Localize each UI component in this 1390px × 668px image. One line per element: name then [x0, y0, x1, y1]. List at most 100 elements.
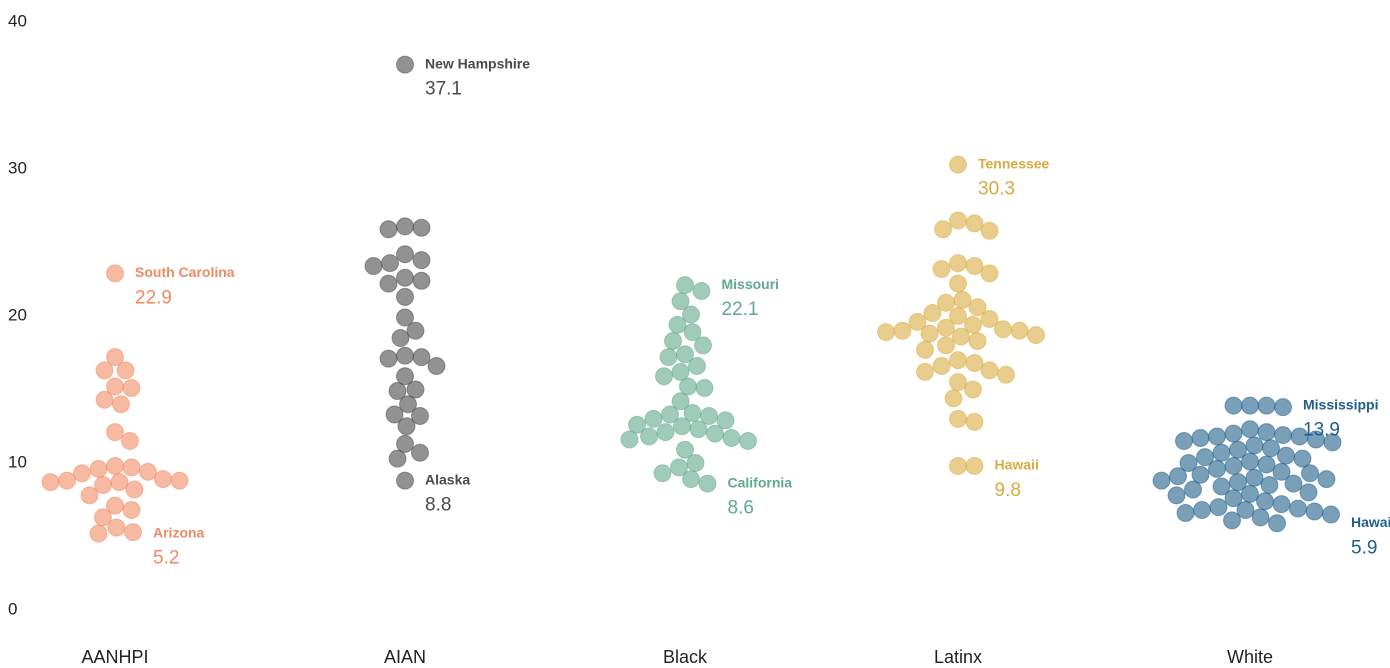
- dot: [1224, 396, 1243, 415]
- dot: [980, 264, 999, 283]
- dot: [396, 308, 414, 327]
- dot: [671, 362, 690, 381]
- dot: [949, 373, 967, 392]
- dot: [916, 340, 934, 359]
- dot: [1241, 420, 1259, 439]
- dot: [397, 417, 416, 436]
- dot: [396, 471, 414, 490]
- dot: [952, 327, 970, 346]
- dot: [739, 431, 757, 450]
- dot: [659, 348, 678, 367]
- category-label: AIAN: [384, 647, 426, 667]
- y-tick-label: 10: [8, 452, 27, 471]
- dot: [412, 251, 431, 270]
- dot: [686, 454, 705, 472]
- dot: [412, 218, 431, 237]
- y-tick-label: 0: [8, 599, 17, 618]
- dot: [706, 424, 724, 443]
- dot: [396, 287, 414, 306]
- dot: [1262, 439, 1280, 458]
- dot: [95, 361, 114, 380]
- dot: [379, 349, 398, 368]
- dot: [122, 458, 141, 477]
- y-tick-label: 40: [8, 11, 27, 30]
- dot: [700, 406, 718, 425]
- dot: [949, 456, 967, 475]
- dot: [107, 518, 126, 537]
- dot: [396, 268, 414, 287]
- dot: [994, 320, 1012, 339]
- dot: [682, 470, 700, 489]
- dot: [89, 459, 108, 478]
- dot: [676, 276, 694, 295]
- dot: [949, 409, 967, 428]
- annotation-value: 22.1: [722, 299, 759, 320]
- annotation-name: Tennessee: [978, 155, 1050, 171]
- dot: [1277, 446, 1295, 465]
- dot: [689, 420, 708, 439]
- dot: [1274, 426, 1292, 445]
- dot: [1167, 486, 1186, 505]
- dot: [80, 486, 99, 505]
- dot: [396, 245, 414, 264]
- dot: [379, 274, 398, 293]
- dot: [965, 257, 984, 276]
- dot: [937, 293, 955, 312]
- dot: [688, 356, 706, 375]
- dot: [396, 367, 414, 386]
- dot: [388, 381, 407, 400]
- dot: [1272, 495, 1291, 514]
- dot: [106, 264, 124, 283]
- dot: [139, 462, 157, 481]
- dot: [1272, 462, 1291, 481]
- dot: [364, 257, 383, 276]
- dot: [920, 324, 939, 343]
- dot: [1257, 396, 1276, 415]
- dot: [964, 380, 982, 399]
- dot: [391, 329, 410, 348]
- dot: [1256, 492, 1274, 511]
- dot: [668, 315, 687, 334]
- dot: [170, 471, 189, 490]
- dot: [406, 321, 425, 340]
- annotation-name: Arizona: [153, 524, 205, 540]
- dot: [1299, 483, 1318, 502]
- dot: [1323, 433, 1342, 452]
- annotation-value: 13.9: [1303, 420, 1340, 441]
- annotation-name: Hawaii: [995, 457, 1039, 473]
- dot: [89, 524, 108, 543]
- dot: [1191, 465, 1210, 484]
- dot: [698, 474, 717, 493]
- category-label: White: [1227, 647, 1273, 667]
- annotation-name: California: [728, 474, 793, 490]
- dot: [1179, 454, 1198, 472]
- dot: [1010, 321, 1029, 340]
- dot: [385, 405, 404, 424]
- dot: [396, 55, 414, 74]
- dot: [154, 470, 172, 489]
- dot: [695, 379, 714, 398]
- dot: [1169, 467, 1187, 486]
- dot: [122, 501, 141, 520]
- category-label: AANHPI: [81, 647, 148, 667]
- dot: [968, 298, 987, 317]
- category-label: Latinx: [934, 647, 982, 667]
- dot: [949, 307, 967, 325]
- dot: [1251, 508, 1270, 527]
- annotation-value: 37.1: [425, 79, 462, 100]
- dot: [116, 361, 135, 380]
- dot: [683, 323, 702, 342]
- dot: [1241, 452, 1259, 471]
- dot: [122, 379, 141, 398]
- dot: [1176, 503, 1195, 522]
- dot: [1284, 474, 1303, 493]
- dot: [965, 456, 984, 475]
- dot: [1212, 477, 1231, 496]
- dot: [396, 217, 414, 236]
- y-tick-label: 30: [8, 158, 27, 177]
- dot: [106, 456, 124, 475]
- dot: [1236, 501, 1255, 520]
- category-label: Black: [663, 647, 708, 667]
- dot: [676, 440, 694, 459]
